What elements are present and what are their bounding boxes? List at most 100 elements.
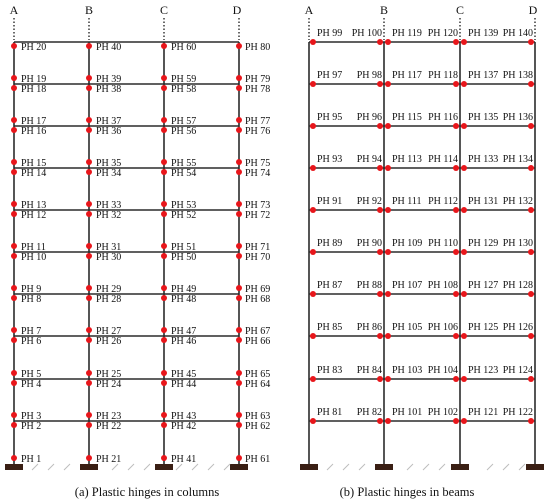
hinge-marker <box>310 81 316 87</box>
hinge-marker <box>161 327 167 333</box>
hinge-marker <box>461 418 467 424</box>
hinge-label: PH 44 <box>171 379 196 390</box>
hinge-marker <box>453 376 459 382</box>
hinge-label: PH 38 <box>96 84 121 95</box>
hinge-label: PH 64 <box>245 379 270 390</box>
hinge-label: PH 2 <box>21 421 41 432</box>
hinge-label: PH 96 <box>357 112 382 123</box>
hinge-marker <box>453 249 459 255</box>
hinge-marker <box>528 291 534 297</box>
hinge-marker <box>86 243 92 249</box>
hinge-marker <box>236 370 242 376</box>
hinge-marker <box>385 81 391 87</box>
hinge-marker <box>377 81 383 87</box>
hinge-label: PH 16 <box>21 126 46 137</box>
hinge-marker <box>453 165 459 171</box>
hinge-marker <box>11 295 17 301</box>
hinge-marker <box>11 201 17 207</box>
support-b-0 <box>300 464 318 470</box>
column-label-a-3: D <box>233 3 242 17</box>
hinge-label: PH 30 <box>96 252 121 263</box>
hinge-label: PH 11 <box>21 242 46 253</box>
hinge-marker <box>161 370 167 376</box>
hinge-marker <box>461 333 467 339</box>
hinge-marker <box>86 85 92 91</box>
hinge-marker <box>11 117 17 123</box>
hinge-marker <box>453 81 459 87</box>
hinge-marker <box>161 117 167 123</box>
hinge-marker <box>86 337 92 343</box>
hinge-label: PH 27 <box>96 326 121 337</box>
hinge-label: PH 114 <box>428 154 458 165</box>
hinge-label: PH 90 <box>357 238 382 249</box>
hinge-label: PH 55 <box>171 158 196 169</box>
hinge-marker <box>161 422 167 428</box>
hinge-marker <box>86 201 92 207</box>
hinge-label: PH 106 <box>428 322 458 333</box>
hinge-marker <box>11 75 17 81</box>
hinge-label: PH 17 <box>21 116 46 127</box>
ground-hatch <box>358 463 366 471</box>
hinge-marker <box>453 207 459 213</box>
hinge-marker <box>377 249 383 255</box>
hinge-marker <box>236 211 242 217</box>
hinge-marker <box>236 295 242 301</box>
hinge-marker <box>528 165 534 171</box>
hinge-label: PH 128 <box>503 280 533 291</box>
hinge-marker <box>377 123 383 129</box>
hinge-label: PH 4 <box>21 379 41 390</box>
hinge-label: PH 104 <box>428 365 458 376</box>
hinge-marker <box>86 327 92 333</box>
hinge-marker <box>161 43 167 49</box>
support-a-1 <box>80 464 98 470</box>
hinge-label: PH 95 <box>317 112 342 123</box>
hinge-marker <box>161 412 167 418</box>
hinge-marker <box>453 418 459 424</box>
hinge-label: PH 131 <box>468 196 498 207</box>
column-label-b-0: A <box>305 3 314 17</box>
hinge-label: PH 81 <box>317 407 342 418</box>
hinge-marker <box>528 249 534 255</box>
hinge-label: PH 40 <box>96 42 121 53</box>
hinge-marker <box>377 207 383 213</box>
hinge-marker <box>161 85 167 91</box>
hinge-marker <box>528 123 534 129</box>
hinge-label: PH 1 <box>21 454 41 465</box>
hinge-label: PH 12 <box>21 210 46 221</box>
hinge-label: PH 138 <box>503 70 533 81</box>
hinge-label: PH 116 <box>428 112 458 123</box>
support-a-3 <box>230 464 248 470</box>
hinge-label: PH 7 <box>21 326 41 337</box>
hinge-marker <box>528 39 534 45</box>
hinge-label: PH 60 <box>171 42 196 53</box>
ground-hatch <box>518 463 526 471</box>
hinge-marker <box>11 159 17 165</box>
ground-hatch <box>191 463 199 471</box>
hinge-label: PH 56 <box>171 126 196 137</box>
hinge-label: PH 109 <box>392 238 422 249</box>
ground-hatch <box>326 463 334 471</box>
hinge-marker <box>86 159 92 165</box>
hinge-label: PH 14 <box>21 168 46 179</box>
hinge-marker <box>385 418 391 424</box>
hinge-marker <box>11 43 17 49</box>
hinge-marker <box>236 412 242 418</box>
hinge-label: PH 45 <box>171 369 196 380</box>
hinge-marker <box>11 169 17 175</box>
hinge-label: PH 25 <box>96 369 121 380</box>
hinge-label: PH 57 <box>171 116 196 127</box>
hinge-label: PH 132 <box>503 196 533 207</box>
hinge-marker <box>385 123 391 129</box>
hinge-marker <box>385 249 391 255</box>
hinge-label: PH 121 <box>468 407 498 418</box>
hinge-marker <box>11 253 17 259</box>
hinge-label: PH 89 <box>317 238 342 249</box>
hinge-markers <box>11 39 534 461</box>
hinge-label: PH 65 <box>245 369 270 380</box>
hinge-label: PH 24 <box>96 379 121 390</box>
hinge-marker <box>11 455 17 461</box>
hinge-label: PH 62 <box>245 421 270 432</box>
hinge-marker <box>11 211 17 217</box>
ground-hatch <box>422 463 430 471</box>
